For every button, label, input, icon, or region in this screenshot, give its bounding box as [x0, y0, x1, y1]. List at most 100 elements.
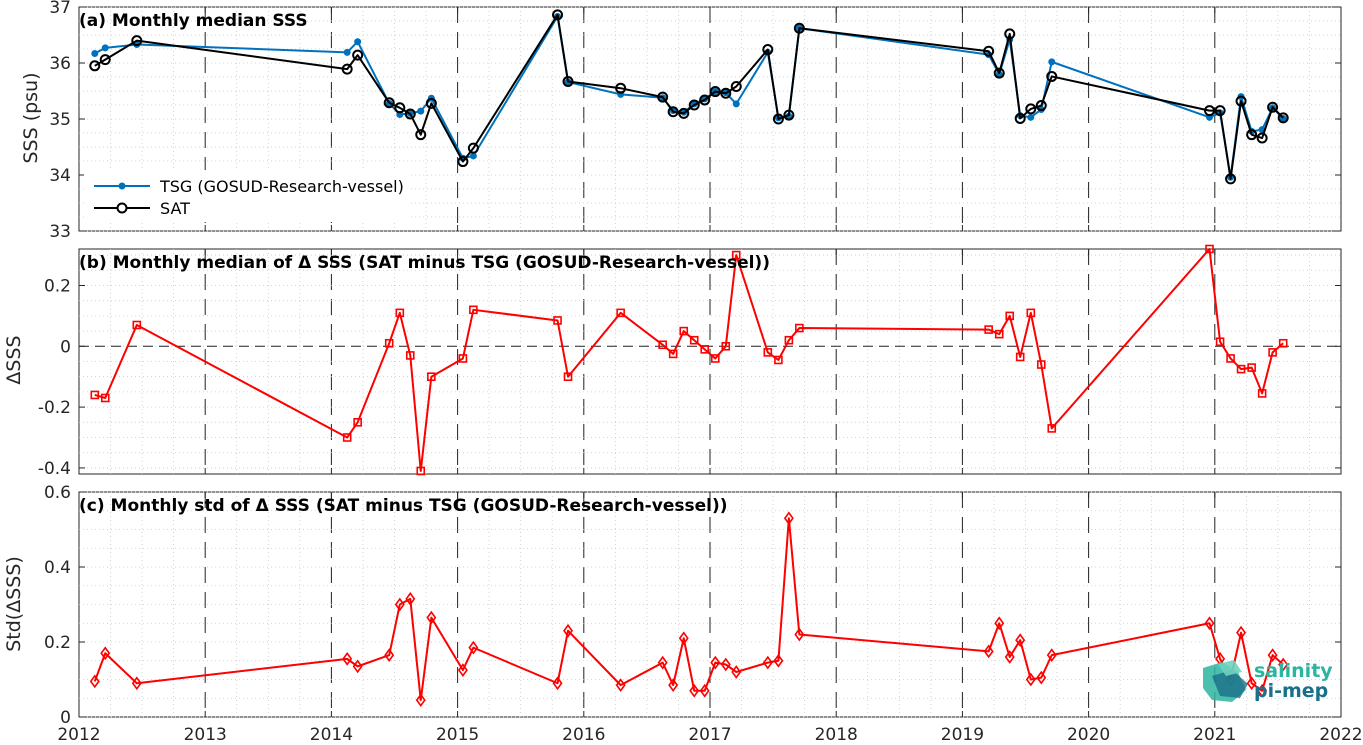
y-tick-label: 37: [49, 0, 71, 18]
data-point: [995, 70, 1003, 78]
data-point: [983, 644, 994, 659]
data-point: [562, 75, 574, 87]
data-point: [762, 655, 773, 670]
panel-a: 33 34 35 36 37 (a) Monthly median SSS SSS (p…: [20, 0, 1342, 242]
data-point: [1268, 348, 1277, 357]
data-point: [1246, 676, 1257, 691]
data-point: [783, 109, 795, 121]
data-point: [89, 60, 101, 72]
data-point: [993, 67, 1005, 79]
panel-b: -0.4 -0.2 0 0.2 (b) Monthly median of Δ SSS…: [3, 244, 1342, 479]
data-point: [457, 156, 469, 168]
data-point: [689, 683, 700, 698]
data-point: [721, 341, 731, 351]
panel-c-ylabel: Std(ΔSSS): [3, 556, 25, 652]
data-point: [730, 81, 742, 93]
data-point: [352, 659, 363, 674]
data-point: [709, 86, 721, 98]
data-point: [1226, 354, 1235, 363]
panel-c-grid: [79, 491, 1341, 718]
data-point: [784, 335, 794, 345]
data-point: [984, 325, 993, 334]
data-point: [469, 305, 478, 315]
data-point: [90, 390, 100, 400]
data-point: [89, 674, 100, 689]
data-point: [394, 597, 405, 612]
y-tick-label: 36: [49, 54, 71, 74]
data-point: [994, 329, 1004, 339]
data-point: [1267, 101, 1279, 113]
data-point: [1236, 625, 1247, 640]
y-tick-label: 0.4: [44, 558, 71, 578]
data-point: [1205, 244, 1214, 254]
logo-text-1: salinity: [1254, 660, 1333, 682]
data-point: [1026, 308, 1036, 318]
data-point: [1256, 132, 1268, 144]
data-point: [688, 99, 700, 111]
data-point: [615, 678, 626, 692]
data-point: [100, 393, 110, 403]
data-point: [679, 326, 689, 336]
data-point: [1005, 311, 1015, 321]
data-point: [658, 340, 667, 350]
x-tick-label: 2021: [1193, 725, 1236, 745]
data-point: [720, 87, 732, 99]
data-point: [1035, 100, 1047, 112]
data-point: [1267, 648, 1278, 662]
data-point: [1278, 657, 1289, 672]
y-tick-label: 0: [60, 337, 71, 357]
legend: TSG (GOSUD-Research-vessel) SAT: [84, 170, 410, 222]
x-tick-label: 2013: [184, 725, 227, 745]
data-point: [1204, 616, 1215, 631]
data-point: [1025, 672, 1036, 687]
y-tick-label: 0: [60, 708, 71, 728]
panel-b-title: (b) Monthly median of Δ SSS (SAT minus T…: [79, 253, 770, 273]
data-point: [1015, 352, 1025, 362]
data-point: [1015, 633, 1026, 647]
panel-a-axes: 33 34 35 36 37: [49, 0, 1342, 242]
data-point: [405, 592, 416, 606]
data-point: [783, 511, 794, 526]
data-point: [794, 627, 805, 642]
y-tick-label: 33: [49, 222, 71, 242]
data-point: [425, 97, 437, 109]
panel-c-title: (c) Monthly std of Δ SSS (SAT minus TSG …: [79, 496, 727, 516]
data-point: [731, 250, 741, 260]
data-point: [101, 44, 109, 52]
data-point: [383, 97, 395, 109]
data-point: [1046, 70, 1058, 82]
panel-b-series: [90, 244, 1288, 476]
data-point: [131, 35, 143, 47]
data-point: [563, 372, 573, 382]
data-point: [1036, 360, 1046, 369]
data-point: [426, 610, 437, 625]
data-point: [983, 45, 995, 57]
data-point: [1215, 337, 1225, 347]
data-point: [1235, 95, 1247, 107]
data-point: [731, 665, 742, 679]
data-point: [773, 653, 784, 668]
y-tick-label: 34: [49, 166, 71, 186]
data-point: [563, 623, 574, 638]
data-point: [657, 655, 668, 670]
x-tick-label: 2014: [310, 725, 353, 745]
data-point: [384, 338, 394, 348]
data-point: [354, 38, 362, 46]
x-tick-label: 2018: [815, 725, 858, 745]
series-line: [93, 517, 1284, 702]
data-point: [763, 348, 773, 357]
salinity-pimep-logo: salinity pi-mep: [1203, 660, 1333, 702]
data-point: [427, 372, 436, 382]
data-point: [467, 142, 479, 154]
data-point: [405, 351, 415, 360]
data-point: [700, 345, 709, 354]
y-tick-label: 0.2: [44, 276, 71, 296]
data-point: [699, 94, 711, 106]
legend-sat-label: SAT: [160, 199, 190, 218]
data-point: [341, 63, 353, 75]
data-point: [552, 676, 563, 691]
y-tick-label: -0.2: [38, 398, 71, 418]
x-tick-label: 2017: [688, 725, 731, 745]
legend-tsg-label: TSG (GOSUD-Research-vessel): [159, 177, 404, 196]
